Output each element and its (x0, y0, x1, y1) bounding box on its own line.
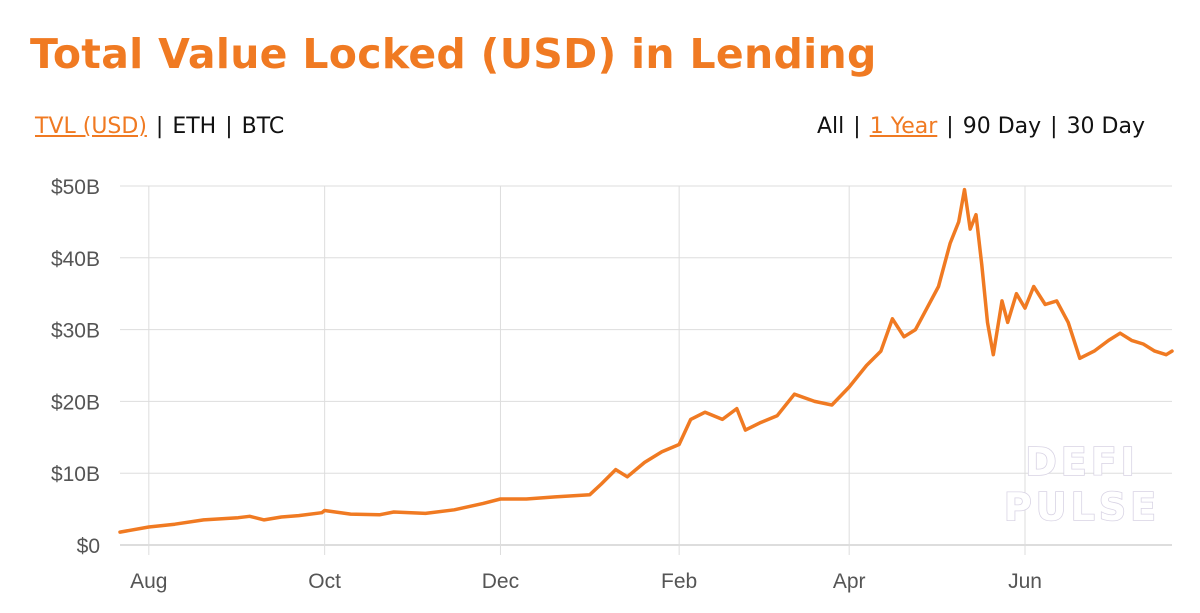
defi-pulse-watermark: DEFI PULSE (1003, 439, 1160, 530)
watermark-line-1: DEFI (1025, 440, 1139, 484)
x-tick-label: Dec (482, 570, 519, 593)
y-tick-label: $10B (51, 463, 100, 486)
range-option-30-day[interactable]: 30 Day (1066, 114, 1145, 139)
y-axis-ticks: $0 $10B $20B $30B $40B $50B (51, 176, 100, 558)
series-group (118, 187, 1174, 534)
range-toggle: All | 1 Year | 90 Day | 30 Day (817, 114, 1145, 139)
range-option-all[interactable]: All (817, 114, 845, 139)
x-tick-label: Oct (308, 570, 341, 593)
y-tick-label: $20B (51, 391, 100, 414)
tvl-series-line (118, 187, 1174, 534)
x-tick-label: Feb (661, 570, 697, 593)
metric-option-eth[interactable]: ETH (172, 114, 217, 139)
y-tick-label: $50B (51, 176, 100, 199)
metric-toggle: TVL (USD) | ETH | BTC (35, 114, 284, 139)
separator: | (946, 114, 954, 139)
x-axis-ticks: Aug Oct Dec Feb Apr Jun (130, 570, 1042, 593)
watermark-line-2: PULSE (1004, 485, 1160, 529)
metric-option-btc[interactable]: BTC (241, 114, 285, 139)
separator: | (225, 114, 233, 139)
x-tick-label: Apr (833, 570, 866, 593)
separator: | (155, 114, 164, 139)
range-option-1-year[interactable]: 1 Year (869, 114, 938, 139)
separator: | (1050, 114, 1058, 139)
metric-option-tvl-usd[interactable]: TVL (USD) (35, 114, 147, 139)
page-title: Total Value Locked (USD) in Lending (30, 30, 877, 78)
y-tick-label: $0 (77, 535, 100, 558)
x-tick-label: Jun (1008, 570, 1042, 593)
range-option-90-day[interactable]: 90 Day (962, 114, 1042, 139)
y-tick-label: $30B (51, 320, 100, 343)
separator: | (853, 114, 861, 139)
x-tick-label: Aug (130, 570, 167, 593)
y-tick-label: $40B (51, 248, 100, 271)
